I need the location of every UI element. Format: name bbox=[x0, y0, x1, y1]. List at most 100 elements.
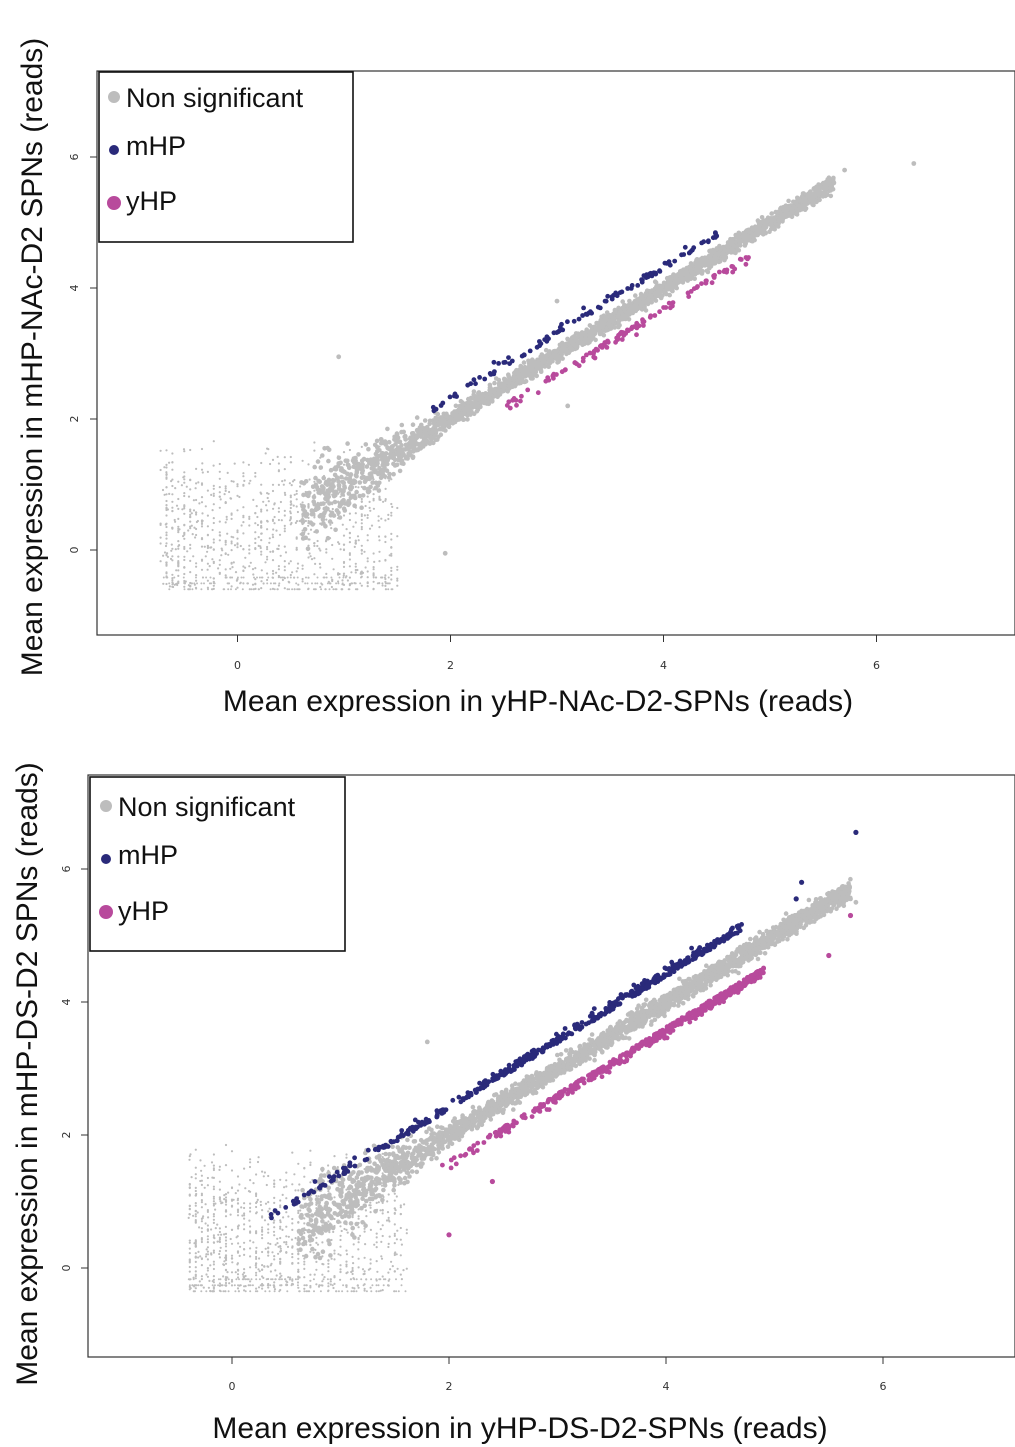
data-point-nonsig bbox=[186, 550, 189, 553]
data-point-nonsig bbox=[352, 525, 355, 528]
data-point-nonsig bbox=[369, 1206, 372, 1209]
data-point-nonsig bbox=[273, 1290, 276, 1293]
data-point-nonsig bbox=[637, 305, 642, 310]
data-point-nonsig bbox=[366, 516, 369, 520]
data-point-nonsig bbox=[238, 1278, 240, 1281]
data-point-nonsig bbox=[200, 1199, 203, 1202]
data-point-nonsig bbox=[260, 510, 263, 513]
data-point-nonsig bbox=[171, 461, 174, 464]
data-point-nonsig bbox=[351, 1272, 354, 1276]
data-point-mhp bbox=[527, 348, 533, 354]
data-point-nonsig bbox=[273, 1255, 276, 1258]
data-point-nonsig bbox=[743, 237, 749, 243]
data-point-nonsig bbox=[307, 463, 310, 466]
data-point-mhp bbox=[628, 286, 634, 291]
data-point-nonsig bbox=[199, 1284, 202, 1287]
data-point-nonsig bbox=[310, 522, 316, 527]
data-point-nonsig bbox=[354, 512, 357, 515]
data-point-nonsig bbox=[337, 1290, 340, 1293]
data-point-nonsig bbox=[316, 544, 319, 548]
data-point-nonsig bbox=[194, 1177, 197, 1180]
data-point-nonsig bbox=[291, 1252, 294, 1256]
data-point-nonsig bbox=[187, 529, 190, 532]
data-point-nonsig bbox=[321, 1280, 324, 1283]
data-point-nonsig bbox=[218, 1252, 221, 1256]
data-point-nonsig bbox=[266, 492, 269, 495]
data-point-nonsig bbox=[291, 1183, 294, 1186]
data-point-nonsig bbox=[241, 1214, 244, 1217]
data-point-nonsig bbox=[279, 1225, 282, 1228]
data-point-nonsig bbox=[318, 465, 324, 470]
data-point-nonsig bbox=[279, 1199, 282, 1202]
data-point-nonsig bbox=[187, 495, 191, 498]
data-point-nonsig bbox=[291, 1151, 294, 1154]
data-point-nonsig bbox=[217, 567, 220, 570]
data-point-nonsig bbox=[273, 1286, 276, 1289]
data-point-nonsig bbox=[201, 462, 204, 465]
data-point-nonsig bbox=[333, 527, 338, 533]
data-point-nonsig bbox=[301, 459, 304, 462]
data-point-nonsig bbox=[223, 493, 226, 496]
data-point-nonsig bbox=[240, 524, 243, 527]
data-point-nonsig bbox=[354, 489, 359, 495]
data-point-nonsig bbox=[911, 161, 917, 166]
data-point-nonsig bbox=[188, 1284, 191, 1287]
data-point-nonsig bbox=[188, 1247, 191, 1250]
data-point-nonsig bbox=[354, 474, 359, 479]
data-point-nonsig bbox=[327, 1262, 330, 1265]
data-point-nonsig bbox=[283, 530, 286, 533]
data-point-nonsig bbox=[228, 490, 231, 494]
data-point-nonsig bbox=[194, 487, 197, 490]
data-point-nonsig bbox=[200, 1290, 203, 1293]
data-point-nonsig bbox=[212, 1164, 215, 1167]
data-point-nonsig bbox=[307, 556, 310, 559]
data-point-nonsig bbox=[248, 517, 251, 521]
data-point-nonsig bbox=[356, 568, 359, 572]
data-point-nonsig bbox=[336, 1166, 339, 1169]
data-point-nonsig bbox=[224, 1262, 228, 1265]
data-point-nonsig bbox=[297, 1221, 300, 1224]
data-point-nonsig bbox=[254, 547, 257, 550]
data-point-nonsig bbox=[280, 1284, 283, 1287]
data-point-nonsig bbox=[191, 582, 193, 585]
data-point-nonsig bbox=[331, 579, 334, 583]
data-point-nonsig bbox=[188, 1270, 191, 1273]
data-point-nonsig bbox=[750, 227, 756, 232]
data-point-nonsig bbox=[616, 319, 622, 324]
data-point-nonsig bbox=[688, 261, 694, 266]
data-point-nonsig bbox=[216, 1240, 219, 1243]
data-point-nonsig bbox=[323, 1276, 326, 1279]
data-point-nonsig bbox=[224, 1242, 228, 1245]
data-point-nonsig bbox=[224, 1281, 228, 1285]
data-point-nonsig bbox=[230, 1271, 234, 1274]
data-point-nonsig bbox=[165, 537, 168, 540]
data-point-nonsig bbox=[249, 1266, 252, 1269]
data-point-nonsig bbox=[336, 455, 342, 461]
data-point-nonsig bbox=[296, 576, 299, 579]
data-point-nonsig bbox=[295, 520, 299, 523]
data-point-nonsig bbox=[271, 489, 275, 493]
data-point-nonsig bbox=[165, 531, 168, 534]
data-point-nonsig bbox=[333, 1282, 336, 1285]
data-point-nonsig bbox=[346, 500, 352, 506]
data-point-nonsig bbox=[202, 576, 204, 579]
data-point-nonsig bbox=[255, 1201, 258, 1205]
data-point-nonsig bbox=[742, 243, 748, 248]
data-point-nonsig bbox=[337, 541, 340, 544]
data-point-yhp bbox=[618, 329, 624, 335]
data-point-nonsig bbox=[295, 582, 298, 585]
data-point-nonsig bbox=[332, 588, 335, 591]
data-point-nonsig bbox=[165, 514, 168, 517]
data-point-nonsig bbox=[282, 1216, 285, 1219]
data-point-nonsig bbox=[384, 468, 390, 474]
data-point-nonsig bbox=[307, 503, 310, 506]
data-point-nonsig bbox=[303, 1166, 306, 1170]
data-point-nonsig bbox=[353, 458, 358, 464]
data-point-nonsig bbox=[285, 1241, 288, 1244]
data-point-nonsig bbox=[276, 455, 279, 458]
data-point-nonsig bbox=[282, 483, 285, 486]
data-point-nonsig bbox=[409, 441, 415, 446]
data-point-nonsig bbox=[325, 497, 330, 503]
data-point-nonsig bbox=[363, 1270, 366, 1273]
data-point-nonsig bbox=[222, 1263, 226, 1267]
